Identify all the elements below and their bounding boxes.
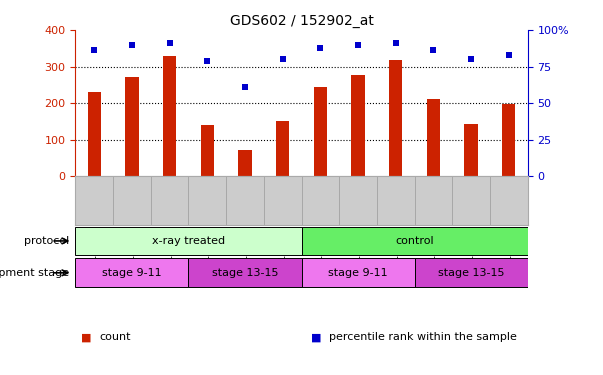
Text: protocol: protocol [24, 236, 69, 246]
Text: count: count [99, 333, 131, 342]
Text: stage 9-11: stage 9-11 [328, 268, 388, 278]
Bar [314, 87, 327, 176]
Text: ■: ■ [81, 333, 92, 342]
Text: development stage: development stage [0, 268, 69, 278]
Text: stage 9-11: stage 9-11 [102, 268, 162, 278]
Bar [502, 104, 516, 176]
Bar [87, 92, 101, 176]
Bar [238, 150, 251, 176]
Text: percentile rank within the sample: percentile rank within the sample [329, 333, 517, 342]
Title: GDS602 / 152902_at: GDS602 / 152902_at [230, 13, 373, 28]
Bar [125, 77, 139, 176]
Text: stage 13-15: stage 13-15 [212, 268, 278, 278]
Bar [464, 124, 478, 176]
Text: ■: ■ [311, 333, 321, 342]
Bar [188, 258, 302, 287]
Bar [201, 125, 214, 176]
Bar [276, 121, 289, 176]
Bar [427, 99, 440, 176]
Text: stage 13-15: stage 13-15 [438, 268, 504, 278]
Bar [302, 226, 528, 255]
Text: x-ray treated: x-ray treated [152, 236, 225, 246]
Bar [163, 56, 176, 176]
Bar [302, 258, 415, 287]
Bar [415, 258, 528, 287]
Bar [389, 60, 402, 176]
Bar [75, 226, 302, 255]
Bar [75, 258, 188, 287]
Text: control: control [395, 236, 434, 246]
Bar [352, 75, 365, 176]
